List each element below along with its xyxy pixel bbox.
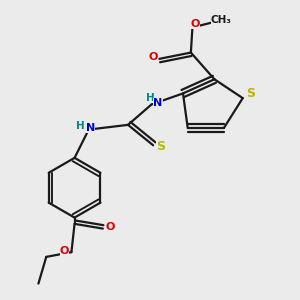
Text: O: O (191, 19, 200, 28)
Text: H: H (76, 122, 84, 131)
Text: N: N (153, 98, 163, 108)
Text: S: S (246, 87, 255, 100)
Text: CH₃: CH₃ (211, 15, 232, 25)
Text: O: O (60, 246, 69, 256)
Text: O: O (148, 52, 158, 62)
Text: S: S (157, 140, 166, 153)
Text: O: O (105, 222, 115, 232)
Text: N: N (86, 123, 95, 133)
Text: H: H (146, 92, 154, 103)
